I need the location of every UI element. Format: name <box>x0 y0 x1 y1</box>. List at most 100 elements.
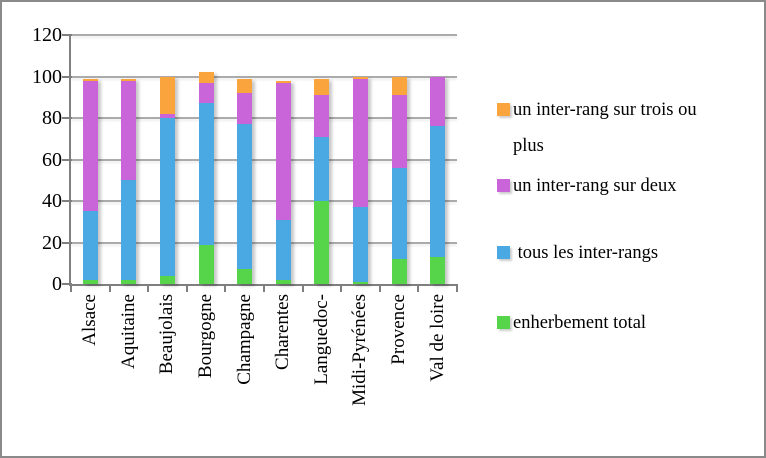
bar-stack <box>237 78 253 284</box>
y-axis-label: 120 <box>32 24 62 46</box>
x-axis-tick <box>301 284 304 292</box>
bar-segment <box>353 78 368 208</box>
legend-swatch <box>497 246 510 259</box>
bar-segment <box>121 78 137 81</box>
bar-segment <box>314 95 330 137</box>
bar-segment <box>314 136 330 201</box>
bar-stack <box>160 76 175 285</box>
x-axis-tick <box>263 284 265 292</box>
bar-segment <box>82 80 98 212</box>
bar-segment <box>121 279 137 284</box>
x-axis-label-text: Bourgogne <box>195 294 217 379</box>
x-axis-label-text: Provence <box>388 294 410 365</box>
bar-segment <box>198 82 214 104</box>
bar-segment <box>160 113 175 118</box>
y-axis-tick <box>62 200 72 202</box>
y-axis-tick <box>62 75 72 78</box>
bar-segment <box>198 72 214 83</box>
bar-stack <box>314 78 330 284</box>
bar-segment <box>198 244 214 284</box>
x-axis-label: Val de loire <box>418 294 457 439</box>
x-axis-label-text: Charentes <box>272 294 294 370</box>
bar-segment <box>237 93 253 125</box>
y-axis-tick <box>62 283 72 285</box>
x-axis-tick <box>417 284 420 292</box>
bar-segment <box>353 207 368 282</box>
bar-segment <box>430 257 446 284</box>
bar-segment <box>353 281 368 284</box>
x-axis-tick <box>108 284 111 292</box>
bar-segment <box>430 76 446 127</box>
x-axis-tick <box>70 284 72 292</box>
bar-segment <box>275 80 291 83</box>
gridline <box>71 158 457 161</box>
y-axis-tick <box>62 34 72 36</box>
y-axis-label: 80 <box>42 107 62 129</box>
x-axis-label: Charentes <box>264 294 303 439</box>
bar-segment <box>314 78 330 96</box>
legend-label: un inter-rang sur deux <box>513 176 677 196</box>
x-axis-label: Aquitaine <box>110 294 149 439</box>
x-axis-label: Beaujolais <box>148 294 187 439</box>
bar-segment <box>391 95 407 168</box>
legend-item: enherbement total <box>497 305 646 341</box>
x-axis-tick <box>456 284 458 292</box>
gridline <box>71 241 457 244</box>
bar-stack <box>430 76 446 285</box>
bar-segment <box>198 103 214 245</box>
x-axis-label: Champagne <box>225 294 264 439</box>
x-axis-tick <box>224 284 227 292</box>
bar-segment <box>82 279 98 284</box>
bar-segment <box>121 180 137 280</box>
bar-segment <box>353 76 368 79</box>
bar-segment <box>160 117 175 276</box>
bar-stack <box>391 76 407 285</box>
x-axis-tick <box>378 284 381 292</box>
y-axis-label: 0 <box>52 273 62 295</box>
x-axis-label-text: Languedoc- <box>310 294 332 385</box>
legend-item: un inter-rang sur deux <box>497 168 677 204</box>
bar-stack <box>198 72 214 284</box>
y-axis-label: 60 <box>42 148 62 171</box>
legend-item: un inter-rang sur trois ou plus <box>497 92 718 164</box>
y-axis-tick <box>62 241 72 244</box>
legend-label: tous les inter-rangs <box>513 243 659 263</box>
legend-swatch <box>497 103 510 116</box>
x-axis-tick <box>340 284 343 292</box>
x-axis-label-text: Champagne <box>233 294 255 385</box>
x-axis-label: Midi-Pyrénées <box>341 294 380 439</box>
bar-segment <box>237 78 253 94</box>
gridline <box>71 200 457 202</box>
x-axis-label-text: Alsace <box>79 294 101 346</box>
gridline <box>71 117 457 119</box>
bar-segment <box>275 279 291 284</box>
bar-stack <box>82 78 98 284</box>
x-axis-label-text: Beaujolais <box>156 294 178 375</box>
bar-stack <box>275 80 291 284</box>
bar-segment <box>391 76 407 96</box>
x-axis-label-text: Val de loire <box>426 294 448 382</box>
bar-stack <box>353 76 368 285</box>
x-axis-tick <box>147 284 150 292</box>
x-axis-label-text: Aquitaine <box>117 294 139 369</box>
y-axis-tick <box>62 117 72 119</box>
legend-swatch <box>497 316 510 329</box>
gridline <box>71 75 457 78</box>
legend-label: enherbement total <box>513 313 647 333</box>
bar-segment <box>275 82 291 220</box>
y-axis-label: 40 <box>42 190 62 212</box>
y-axis-tick <box>62 158 72 161</box>
legend-item: tous les inter-rangs <box>497 235 658 271</box>
gridline <box>71 34 457 36</box>
bar-segment <box>237 124 253 270</box>
bar-segment <box>160 275 175 284</box>
bar-segment <box>237 269 253 284</box>
x-axis-label: Languedoc- <box>303 294 342 439</box>
bar-segment <box>314 200 330 284</box>
bar-segment <box>391 167 407 260</box>
bar-stack <box>121 78 137 284</box>
bar-segment <box>430 126 446 258</box>
x-axis-label: Provence <box>380 294 419 439</box>
